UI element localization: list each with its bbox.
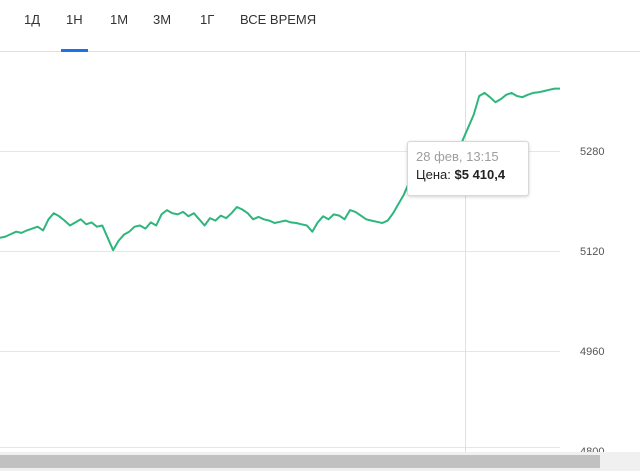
scrollbar-thumb[interactable] xyxy=(0,455,600,468)
horizontal-scrollbar[interactable] xyxy=(0,452,640,471)
price-line xyxy=(0,87,560,252)
price-chart[interactable]: 5280 5120 4960 4800 28 фев, 13:15 Цена: … xyxy=(0,52,640,452)
tab-all-time[interactable]: ВСЕ ВРЕМЯ xyxy=(240,12,317,27)
tab-1m[interactable]: 1М xyxy=(110,12,129,27)
tooltip-price: Цена: $5 410,4 xyxy=(416,166,520,184)
y-tick-5280: 5280 xyxy=(580,146,604,158)
tooltip-price-label: Цена: xyxy=(416,167,451,182)
y-tick-4960: 4960 xyxy=(580,346,604,358)
active-tab-indicator xyxy=(61,49,88,52)
y-tick-5120: 5120 xyxy=(580,246,604,258)
tab-3m[interactable]: 3М xyxy=(153,12,172,27)
y-tick-4800: 4800 xyxy=(580,446,604,452)
tab-1w[interactable]: 1Н xyxy=(66,12,83,27)
timeframe-tabs: 1Д 1Н 1М 3М 1Г ВСЕ ВРЕМЯ xyxy=(0,0,640,52)
tooltip-price-value: $5 410,4 xyxy=(454,167,506,182)
tab-1y[interactable]: 1Г xyxy=(200,12,215,27)
price-chart-svg: 5280 5120 4960 4800 xyxy=(0,52,604,452)
price-tooltip: 28 фев, 13:15 Цена: $5 410,4 xyxy=(407,141,529,196)
tab-1d[interactable]: 1Д xyxy=(24,12,41,27)
tooltip-date: 28 фев, 13:15 xyxy=(416,149,499,164)
